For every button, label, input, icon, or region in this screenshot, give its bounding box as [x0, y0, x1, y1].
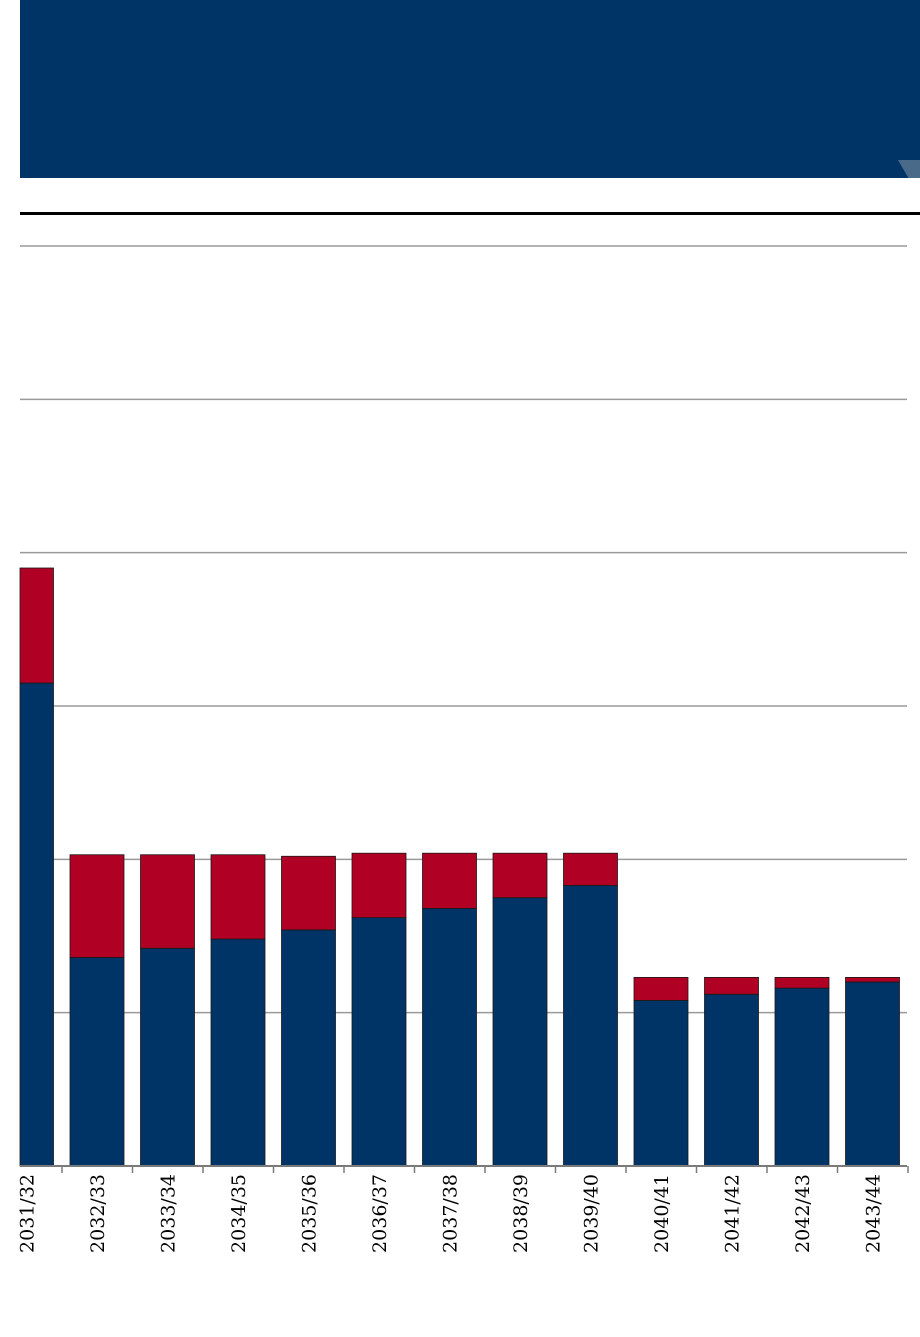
- header-banner: [20, 0, 920, 178]
- x-tick-labels: 2031/32 2032/33 2033/34 2034/35 2035/36 2036/…: [17, 1174, 885, 1253]
- bar-2042-43-segment-2: [774, 977, 830, 989]
- x-tick-label: 2031/32: [17, 1174, 39, 1253]
- bar-2043-44-segment-1: [845, 981, 900, 1167]
- x-tick-label: 2034/35: [228, 1174, 250, 1253]
- header-rule: [20, 212, 920, 215]
- x-tick-label: 2040/41: [651, 1174, 673, 1253]
- bar-2035-36-segment-2: [281, 855, 336, 931]
- bar-2043-44-segment-2: [845, 977, 900, 983]
- bar-2040-41-segment-2: [633, 977, 689, 1001]
- bar-2036-37-segment-1: [351, 917, 407, 1167]
- bars: [19, 567, 900, 1167]
- x-axis: [20, 1165, 909, 1173]
- bar-2038-39-segment-1: [492, 897, 548, 1167]
- bar-2038-39-segment-2: [492, 852, 548, 899]
- x-tick-label: 2041/42: [722, 1174, 744, 1253]
- x-tick-label: 2039/40: [581, 1174, 603, 1253]
- bar-2032-33-segment-1: [69, 957, 125, 1167]
- x-tick-label: 2037/38: [440, 1174, 462, 1253]
- x-tick-label: 2043/44: [863, 1174, 885, 1253]
- bar-2042-43-segment-1: [774, 987, 830, 1167]
- bar-2037-38-segment-2: [422, 852, 477, 909]
- bar-2033-34-segment-1: [140, 947, 195, 1167]
- x-tick-label: 2036/37: [369, 1174, 391, 1253]
- bar-2037-38-segment-1: [422, 908, 477, 1167]
- bar-2039-40-segment-2: [563, 852, 618, 886]
- x-tick-label: 2032/33: [87, 1174, 109, 1253]
- x-tick-label: 2042/43: [792, 1174, 814, 1253]
- x-tick-label: 2033/34: [158, 1174, 180, 1253]
- bar-2035-36-segment-1: [281, 929, 336, 1167]
- bar-2034-35-segment-1: [210, 938, 266, 1167]
- bar-2041-42-segment-2: [704, 977, 759, 995]
- bar-2039-40-segment-1: [563, 885, 618, 1167]
- x-tick-label: 2038/39: [510, 1174, 532, 1253]
- bar-2040-41-segment-1: [633, 1000, 689, 1167]
- x-tick-label: 2035/36: [299, 1174, 321, 1253]
- bar-2032-33-segment-2: [69, 854, 125, 958]
- bar-2036-37-segment-2: [351, 852, 407, 919]
- bar-2034-35-segment-2: [210, 854, 266, 940]
- bar-2041-42-segment-1: [704, 993, 759, 1167]
- bar-2031-32-segment-1: [19, 682, 54, 1167]
- bar-2033-34-segment-2: [140, 854, 195, 949]
- bar-2031-32-segment-2: [19, 567, 54, 684]
